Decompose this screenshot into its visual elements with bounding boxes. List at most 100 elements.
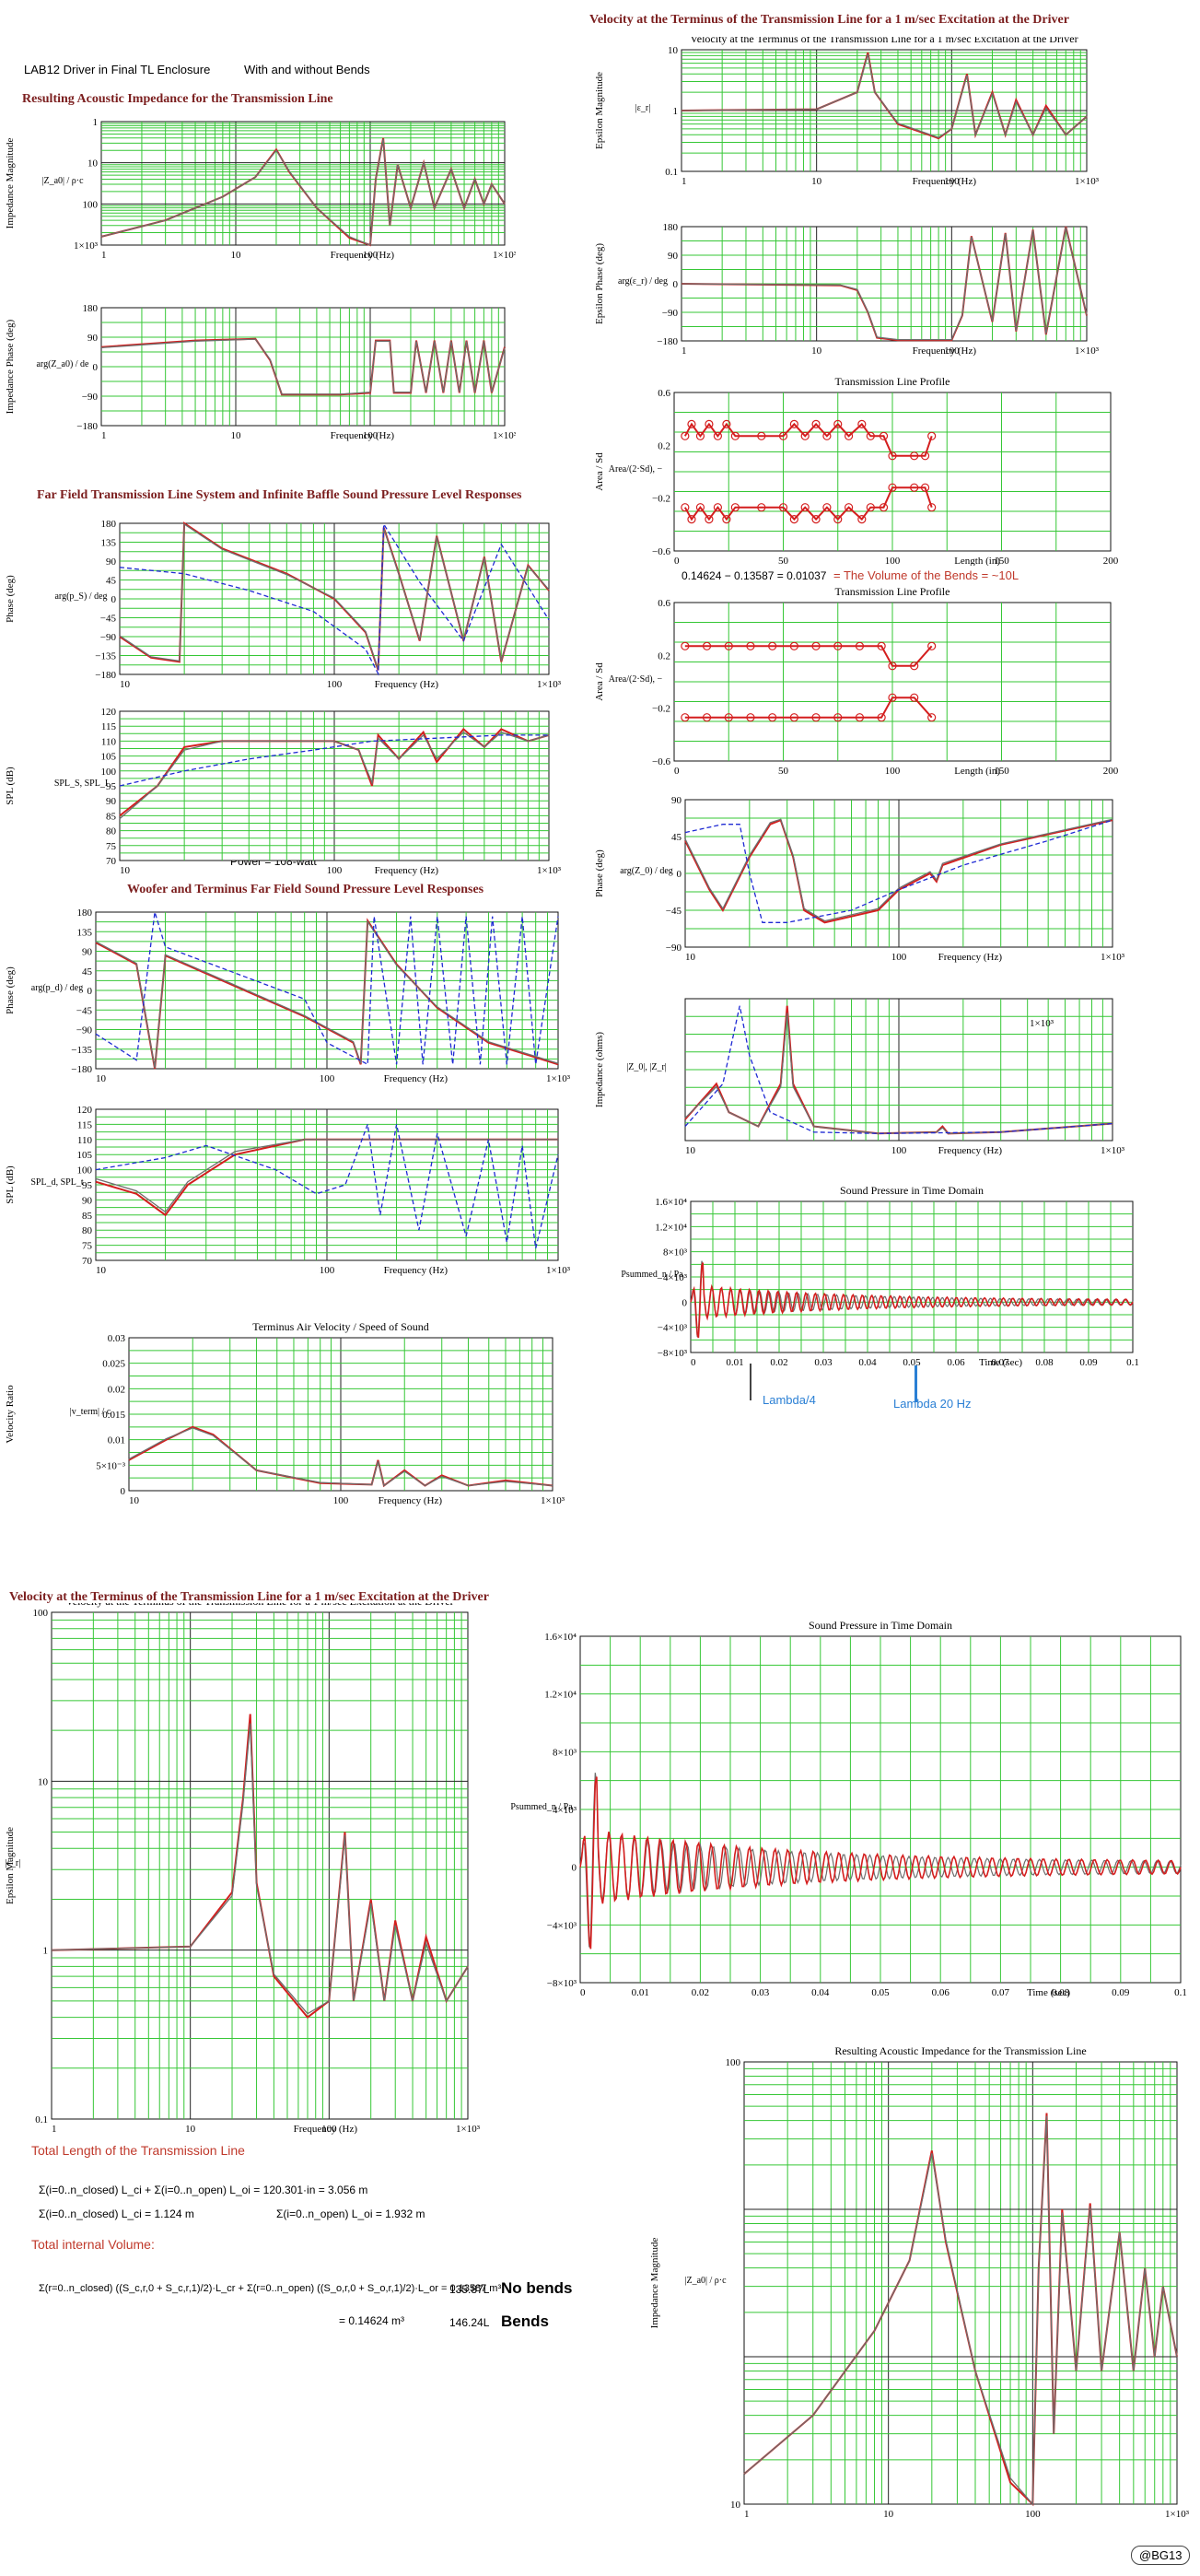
y-tick-label: 10 bbox=[730, 2500, 741, 2511]
x-tick-label: 10 bbox=[96, 1265, 107, 1276]
x-tick-label: 0.04 bbox=[811, 1987, 830, 1998]
profile-marker bbox=[855, 713, 865, 722]
x-tick-label: 0.02 bbox=[692, 1987, 709, 1998]
y-tick-label: 5×10⁻³ bbox=[96, 1460, 126, 1471]
x-tick-label: 10 bbox=[96, 1073, 107, 1083]
impedance-title-top: Resulting Acoustic Impedance for the Tra… bbox=[22, 92, 333, 106]
x-tick-label: 150 bbox=[994, 556, 1009, 566]
y-tick-label: −90 bbox=[76, 1025, 93, 1036]
y-expression-label: |Z_0|, |Z_r| bbox=[626, 1062, 667, 1072]
profile-marker bbox=[910, 662, 919, 671]
x-tick-label: 0 bbox=[580, 1987, 586, 1998]
x-tick-label: 0 bbox=[674, 556, 680, 566]
bends-label: Bends bbox=[501, 2313, 549, 2330]
profile-marker bbox=[730, 431, 740, 440]
x-tick-label: 0.06 bbox=[947, 1357, 965, 1368]
profile-marker bbox=[722, 515, 731, 524]
profile-marker bbox=[927, 503, 937, 512]
y-expression-label: |ε_r| bbox=[635, 103, 651, 113]
x-tick-label: 10 bbox=[811, 176, 822, 187]
y-tick-label: −180 bbox=[95, 670, 116, 681]
x-tick-label: 100 bbox=[320, 1265, 335, 1276]
y-axis-label: Impedance (ohms) bbox=[594, 1032, 605, 1107]
y-tick-label: 75 bbox=[82, 1241, 93, 1252]
y-tick-label: 10 bbox=[38, 1776, 49, 1787]
impedance-ohms-chart: 10 100 1×10³ Frequency (Hz) Impedance (ohms)… bbox=[594, 998, 1125, 1156]
y-tick-label: 80 bbox=[106, 826, 117, 837]
y-axis-label: Phase (deg) bbox=[5, 575, 16, 623]
profile-marker bbox=[822, 431, 832, 440]
x-tick-label: 200 bbox=[1103, 766, 1119, 777]
epsilon-phase-chart: 1 10 100 1×10³ 180 90 0 −90 −180 Frequency (Hz) Ep… bbox=[594, 222, 1100, 357]
x-tick-label: 1×10³ bbox=[493, 250, 516, 261]
y-expression-label: SPL_d, SPL_t bbox=[30, 1177, 83, 1188]
woofer-spl-chart: 10 100 1×10³ 120 115 110 105 100 95 90 85 80 75 70 Fre… bbox=[5, 1105, 571, 1276]
y-tick-label: 0 bbox=[572, 1863, 577, 1874]
y-tick-label: −0.2 bbox=[652, 494, 670, 505]
x-tick-label: 1 bbox=[101, 250, 107, 261]
y-tick-label: −8×10³ bbox=[658, 1348, 688, 1359]
x-tick-label: 100 bbox=[891, 952, 907, 963]
x-tick-label: 1×10³ bbox=[1165, 2509, 1190, 2520]
series-line-gray-1 bbox=[684, 818, 1113, 922]
y-tick-label: 90 bbox=[82, 1195, 93, 1206]
profile-marker bbox=[877, 641, 886, 650]
y-tick-label: 0.2 bbox=[658, 440, 670, 451]
y-expression-label: Psummed_n / Pa bbox=[621, 1270, 683, 1280]
y-tick-label: −0.2 bbox=[652, 704, 670, 715]
y-tick-label: 135 bbox=[101, 538, 117, 549]
y-tick-label: 4×10³ bbox=[663, 1272, 688, 1283]
y-tick-label: 80 bbox=[82, 1225, 93, 1236]
y-tick-label: −0.6 bbox=[652, 756, 670, 767]
x-tick-label: 1×10³ bbox=[1101, 1145, 1125, 1156]
y-tick-label: 95 bbox=[106, 781, 117, 792]
series-line-red-0 bbox=[119, 727, 550, 817]
x-axis-label: Length (in) bbox=[954, 766, 1000, 777]
series-line-blue-2 bbox=[95, 1124, 559, 1249]
volume-eq2: = 0.14624 m³ bbox=[339, 2314, 405, 2327]
y-tick-label: 8×10³ bbox=[663, 1247, 688, 1259]
profile-marker bbox=[877, 713, 886, 722]
series-line-blue-2 bbox=[95, 911, 559, 1066]
y-axis-label: Area / Sd bbox=[594, 452, 605, 491]
grid bbox=[685, 800, 1113, 947]
profile-marker bbox=[695, 431, 705, 440]
profile-marker bbox=[687, 515, 696, 524]
y-tick-label: −180 bbox=[76, 421, 98, 432]
header-bends-label: With and without Bends bbox=[244, 63, 370, 76]
profile-marker bbox=[833, 515, 843, 524]
x-axis-label: Frequency (Hz) bbox=[384, 1073, 449, 1083]
x-axis-label: Frequency (Hz) bbox=[294, 2124, 358, 2135]
y-tick-label: 0.01 bbox=[108, 1435, 125, 1446]
x-tick-label: 1×10³ bbox=[541, 1495, 565, 1506]
x-tick-label: 0.03 bbox=[751, 1987, 770, 1998]
profile-marker bbox=[910, 693, 919, 702]
chart-title: Transmission Line Profile bbox=[835, 375, 950, 388]
y-tick-label: 0 bbox=[673, 279, 679, 290]
x-axis-label: Frequency (Hz) bbox=[913, 345, 977, 357]
y-expression-label: arg(Z_0) / deg bbox=[620, 866, 673, 876]
x-tick-label: 1×10³ bbox=[1075, 345, 1100, 357]
chart-title: Sound Pressure in Time Domain bbox=[809, 1619, 952, 1632]
x-tick-label: 0.03 bbox=[814, 1357, 833, 1368]
y-expression-label: Psummed_n / Pa bbox=[510, 1802, 573, 1812]
profile-marker bbox=[757, 503, 766, 512]
x-tick-label: 0.08 bbox=[1052, 1987, 1070, 1998]
profile-marker bbox=[888, 693, 897, 702]
y-tick-label: 0.1 bbox=[35, 2114, 48, 2125]
y-tick-label: 110 bbox=[77, 1135, 93, 1146]
profile-marker bbox=[822, 503, 832, 512]
x-tick-label: 1×10³ bbox=[493, 430, 516, 441]
y-expression-label: |v_term| / c bbox=[70, 1407, 111, 1417]
y-tick-label: 0 bbox=[677, 869, 682, 880]
x-tick-label: 200 bbox=[1103, 556, 1119, 566]
x-tick-label: 1×10³ bbox=[537, 679, 562, 689]
y-tick-label: 45 bbox=[671, 832, 682, 843]
grid bbox=[129, 1338, 553, 1491]
y-expression-label: Area/(2·Sd), − bbox=[609, 674, 663, 685]
x-tick-label: 100 bbox=[327, 679, 343, 689]
y-tick-label: −180 bbox=[71, 1064, 92, 1075]
grid bbox=[52, 1612, 468, 2119]
series-line-blue-2 bbox=[684, 1005, 1113, 1134]
y-tick-label: 180 bbox=[663, 222, 679, 233]
